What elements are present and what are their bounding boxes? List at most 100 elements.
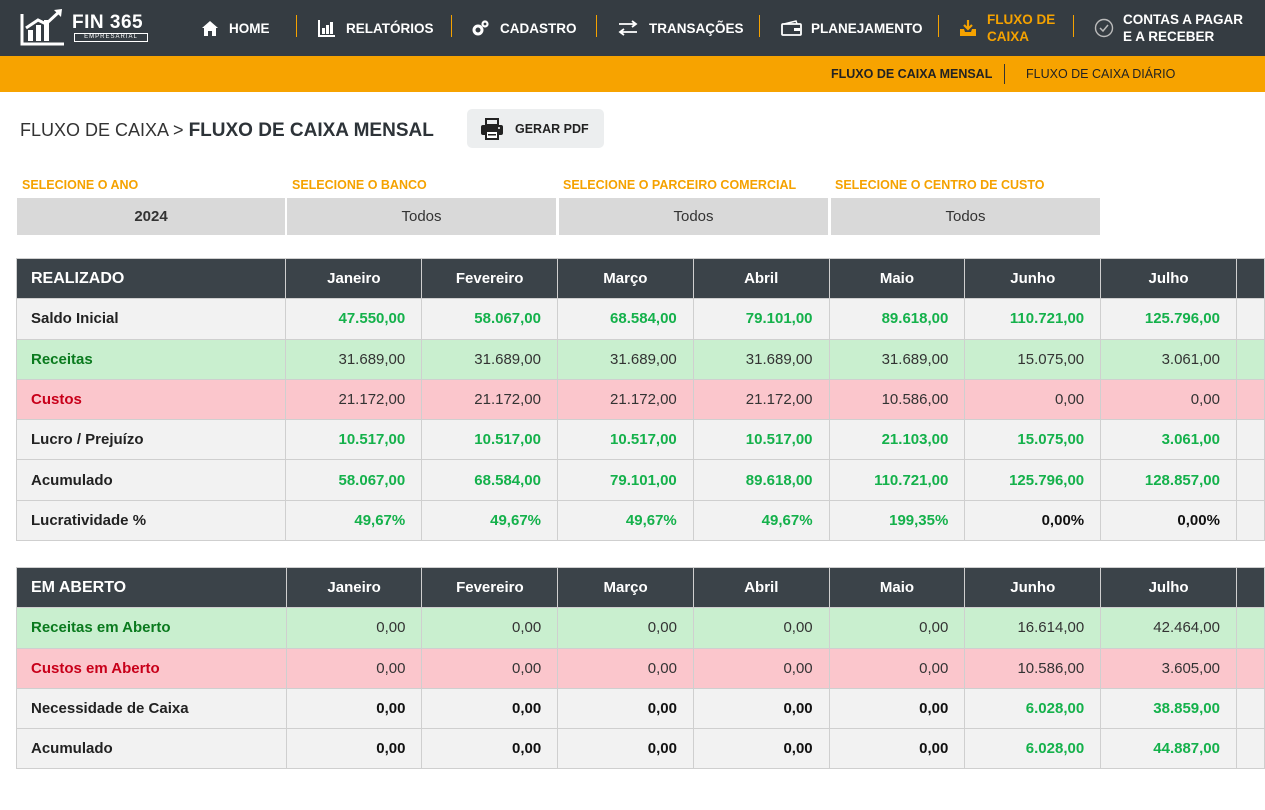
breadcrumb-parent[interactable]: FLUXO DE CAIXA > <box>20 120 184 140</box>
home-icon <box>200 18 220 38</box>
cell-value: 0,00 <box>285 607 423 649</box>
tray-download-icon <box>958 18 978 38</box>
month-header: Junho <box>964 566 1102 609</box>
cell-value: 0,00 <box>421 687 559 730</box>
nav-contas-pagar-receber[interactable]: CONTAS A PAGAR E A RECEBER <box>1094 0 1243 56</box>
cell-value: 10.517,00 <box>557 419 694 461</box>
nav-divider <box>759 15 760 37</box>
cell-value: 31.689,00 <box>285 338 423 380</box>
row-label: Custos <box>15 378 287 421</box>
wallet-icon <box>780 18 802 38</box>
cell-overflow <box>1235 419 1265 461</box>
cell-value: 10.517,00 <box>692 419 830 461</box>
nav-planejamento[interactable]: PLANEJAMENTO <box>780 0 923 56</box>
cell-value: 21.172,00 <box>557 378 694 421</box>
cell-value: 16.614,00 <box>964 607 1102 649</box>
cell-value: 0,00 <box>828 728 966 770</box>
row-label: Receitas em Aberto <box>16 607 287 649</box>
partner-select[interactable]: Todos <box>559 198 828 235</box>
cell-value: 0,00 <box>421 728 559 770</box>
table-header-row: REALIZADO Janeiro Fevereiro Março Abril … <box>15 257 1265 300</box>
nav-fluxo-de-caixa[interactable]: FLUXO DE CAIXA <box>958 0 1055 56</box>
cell-value: 44.887,00 <box>1100 728 1237 770</box>
cell-value: 10.517,00 <box>421 419 558 461</box>
cell-value: 10.586,00 <box>964 647 1102 689</box>
cell-value: 31.689,00 <box>828 338 966 380</box>
month-header: Janeiro <box>285 566 423 609</box>
nav-transacoes[interactable]: TRANSAÇÕES <box>616 0 744 56</box>
cell-value: 125.796,00 <box>964 459 1102 501</box>
cell-value: 3.061,00 <box>1100 338 1237 380</box>
nav-planejamento-label: PLANEJAMENTO <box>811 20 923 36</box>
nav-divider <box>1073 15 1074 37</box>
cost-center-select[interactable]: Todos <box>831 198 1100 235</box>
generate-pdf-button[interactable]: GERAR PDF <box>467 109 604 148</box>
row-label: Custos em Aberto <box>16 647 287 689</box>
cell-value: 58.067,00 <box>285 459 423 501</box>
cell-value: 0,00 <box>285 647 423 689</box>
cell-value: 0,00 <box>557 728 694 770</box>
cell-value: 0,00 <box>557 607 694 649</box>
cell-value: 125.796,00 <box>1100 298 1237 340</box>
cell-overflow <box>1236 647 1265 689</box>
row-label: Lucratividade % <box>15 499 287 542</box>
cell-value: 0,00 <box>285 728 423 770</box>
month-header: Maio <box>828 566 966 609</box>
nav-cadastro[interactable]: CADASTRO <box>471 0 577 56</box>
bank-select[interactable]: Todos <box>287 198 556 235</box>
month-header: Março <box>557 566 694 609</box>
year-select[interactable]: 2024 <box>17 198 285 235</box>
nav-contas-label-line1: CONTAS A PAGAR <box>1123 12 1243 27</box>
nav-fluxo-label-line2: CAIXA <box>987 29 1030 44</box>
cell-value: 21.103,00 <box>828 419 966 461</box>
cell-value: 89.618,00 <box>692 459 830 501</box>
cell-value: 199,35% <box>828 499 966 542</box>
cell-value: 0,00% <box>1100 499 1237 542</box>
month-header: Janeiro <box>285 257 423 300</box>
realizado-title: REALIZADO <box>15 257 287 300</box>
cost-center-filter-label: SELECIONE O CENTRO DE CUSTO <box>835 178 1045 192</box>
cell-value: 0,00 <box>692 687 830 730</box>
cell-value: 68.584,00 <box>557 298 694 340</box>
subnav-fluxo-diario[interactable]: FLUXO DE CAIXA DIÁRIO <box>1026 67 1176 81</box>
em-aberto-title: EM ABERTO <box>16 566 287 609</box>
month-header: Fevereiro <box>421 257 558 300</box>
nav-home-label: HOME <box>229 20 270 36</box>
printer-icon <box>480 117 504 140</box>
nav-relatorios[interactable]: RELATÓRIOS <box>317 0 434 56</box>
table-row: Lucratividade % 49,67% 49,67% 49,67% 49,… <box>15 499 1265 542</box>
subnav-fluxo-mensal[interactable]: FLUXO DE CAIXA MENSAL <box>831 67 993 81</box>
table-row: Acumulado 0,00 0,00 0,00 0,00 0,00 6.028… <box>16 728 1265 770</box>
table-row: Receitas 31.689,00 31.689,00 31.689,00 3… <box>15 338 1265 380</box>
fin365-logo[interactable]: FIN 365 EMPRESARIAL <box>18 6 150 48</box>
cell-value: 0,00 <box>964 378 1102 421</box>
month-header-overflow <box>1236 566 1265 609</box>
cell-overflow <box>1236 607 1265 649</box>
nav-transacoes-label: TRANSAÇÕES <box>649 20 744 36</box>
cell-value: 49,67% <box>692 499 830 542</box>
cell-value: 6.028,00 <box>964 687 1102 730</box>
month-header: Julho <box>1100 257 1237 300</box>
table-row: Acumulado 58.067,00 68.584,00 79.101,00 … <box>15 459 1265 501</box>
nav-divider <box>596 15 597 37</box>
cell-value: 0,00 <box>421 607 559 649</box>
top-navigation: FIN 365 EMPRESARIAL HOME RELATÓRIOS CADA… <box>0 0 1265 56</box>
month-header: Fevereiro <box>421 566 559 609</box>
cell-value: 15.075,00 <box>964 419 1102 461</box>
cell-value: 10.517,00 <box>285 419 423 461</box>
cell-overflow <box>1236 728 1265 770</box>
cell-value: 128.857,00 <box>1100 459 1237 501</box>
cell-value: 0,00% <box>964 499 1102 542</box>
month-header: Junho <box>964 257 1102 300</box>
month-header: Maio <box>828 257 966 300</box>
table-row: Custos em Aberto 0,00 0,00 0,00 0,00 0,0… <box>16 647 1265 689</box>
transfer-arrows-icon <box>616 18 640 38</box>
cell-value: 0,00 <box>285 687 423 730</box>
nav-home[interactable]: HOME <box>200 0 270 56</box>
bar-chart-icon <box>317 18 337 38</box>
cell-value: 49,67% <box>421 499 558 542</box>
cell-value: 3.061,00 <box>1100 419 1237 461</box>
cell-value: 0,00 <box>692 728 830 770</box>
cell-value: 68.584,00 <box>421 459 558 501</box>
cell-value: 42.464,00 <box>1100 607 1237 649</box>
